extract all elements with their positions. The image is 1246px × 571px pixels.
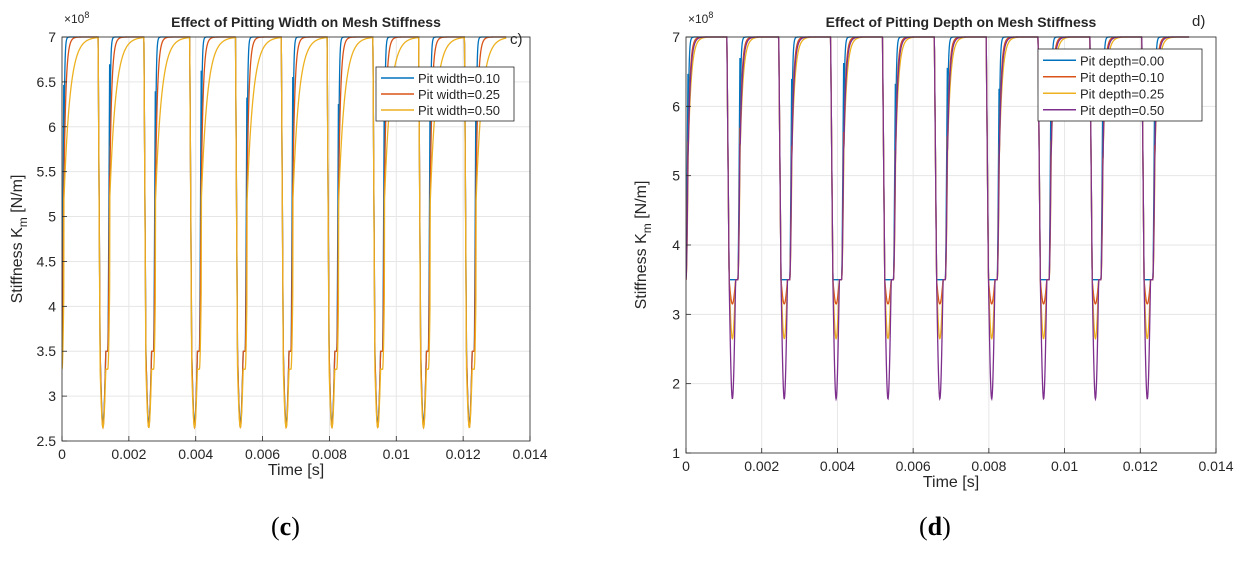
x-tick-label: 0.012 xyxy=(1123,458,1158,474)
y-tick-label: 5.5 xyxy=(37,164,57,180)
legend-label-1: Pit depth=0.00 xyxy=(1080,53,1164,68)
y-tick-label: 7 xyxy=(672,29,680,45)
x-axis-label: Time [s] xyxy=(923,474,979,491)
x-tick-label: 0.006 xyxy=(896,458,931,474)
x-tick-label: 0.01 xyxy=(383,446,410,462)
panel-tag: d) xyxy=(1192,13,1205,30)
chart-panel-c: 0 0.002 0.004 0.006 0.008 0.01 0.012 0.014 2.5 3 3… xyxy=(9,10,548,479)
caption-c-letter: c xyxy=(279,512,292,541)
y-label-sub: m xyxy=(16,217,30,227)
legend-label-3: Pit depth=0.25 xyxy=(1080,86,1164,101)
caption-c: (c) xyxy=(271,512,300,541)
chart-panel-d: 0 0.002 0.004 0.006 0.008 0.01 0.012 0.014 1 2 3 4 5… xyxy=(633,10,1234,491)
x-tick-label: 0.002 xyxy=(744,458,779,474)
y-tick-label: 2 xyxy=(672,376,680,392)
x-tick-label: 0.008 xyxy=(312,446,347,462)
y-tick-label: 5 xyxy=(672,168,680,184)
y-label-unit: [N/m] xyxy=(633,181,650,224)
caption-d-letter: d xyxy=(927,512,943,541)
y-tick-label: 6 xyxy=(48,119,56,135)
x-tick-label: 0.002 xyxy=(111,446,146,462)
series-line-3 xyxy=(62,36,507,430)
y-tick-label: 6 xyxy=(672,98,680,114)
x-tick-label: 0.014 xyxy=(1198,458,1233,474)
chart-title: Effect of Pitting Depth on Mesh Stiffnes… xyxy=(826,14,1097,30)
y-axis-label: Stiffness Km [N/m] xyxy=(9,175,30,304)
legend-label-3: Pit width=0.50 xyxy=(418,103,500,118)
x-tick-label: 0.014 xyxy=(512,446,547,462)
y-exponent-power: 8 xyxy=(84,10,89,20)
y-tick-label: 1 xyxy=(672,445,680,461)
x-tick-label: 0 xyxy=(682,458,690,474)
y-tick-label: 3 xyxy=(672,306,680,322)
x-tick-label: 0.012 xyxy=(446,446,481,462)
x-tick-label: 0.01 xyxy=(1051,458,1078,474)
y-tick-label: 4 xyxy=(672,237,680,253)
y-exponent-label: ×108 xyxy=(688,10,713,26)
y-label-main: Stiffness K xyxy=(633,233,650,310)
legend-label-2: Pit depth=0.10 xyxy=(1080,70,1164,85)
x-tick-label: 0 xyxy=(58,446,66,462)
x-tick-label: 0.004 xyxy=(820,458,855,474)
y-tick-label: 7 xyxy=(48,29,56,45)
axes-box xyxy=(61,36,531,442)
x-axis-label: Time [s] xyxy=(268,462,324,479)
panel-tag: c) xyxy=(510,31,523,48)
y-tick-label: 5 xyxy=(48,209,56,225)
x-tick-label: 0.006 xyxy=(245,446,280,462)
y-tick-label: 4 xyxy=(48,298,56,314)
legend-label-1: Pit width=0.10 xyxy=(418,71,500,86)
y-label-main: Stiffness K xyxy=(9,227,26,304)
y-tick-label: 6.5 xyxy=(37,74,57,90)
legend-label-2: Pit width=0.25 xyxy=(418,87,500,102)
caption-d: (d) xyxy=(919,512,951,541)
y-axis-label: Stiffness Km [N/m] xyxy=(633,181,654,310)
x-tick-label: 0.004 xyxy=(178,446,213,462)
y-exponent-power: 8 xyxy=(708,10,713,20)
y-tick-label: 3.5 xyxy=(37,343,57,359)
y-exponent-label: ×108 xyxy=(64,10,89,26)
chart-title: Effect of Pitting Width on Mesh Stiffnes… xyxy=(171,14,441,30)
x-tick-label: 0.008 xyxy=(971,458,1006,474)
y-tick-label: 2.5 xyxy=(37,433,57,449)
y-tick-label: 3 xyxy=(48,388,56,404)
legend-label-4: Pit depth=0.50 xyxy=(1080,103,1164,118)
y-label-sub: m xyxy=(640,223,654,233)
y-tick-label: 4.5 xyxy=(37,253,57,269)
y-label-unit: [N/m] xyxy=(9,175,26,218)
